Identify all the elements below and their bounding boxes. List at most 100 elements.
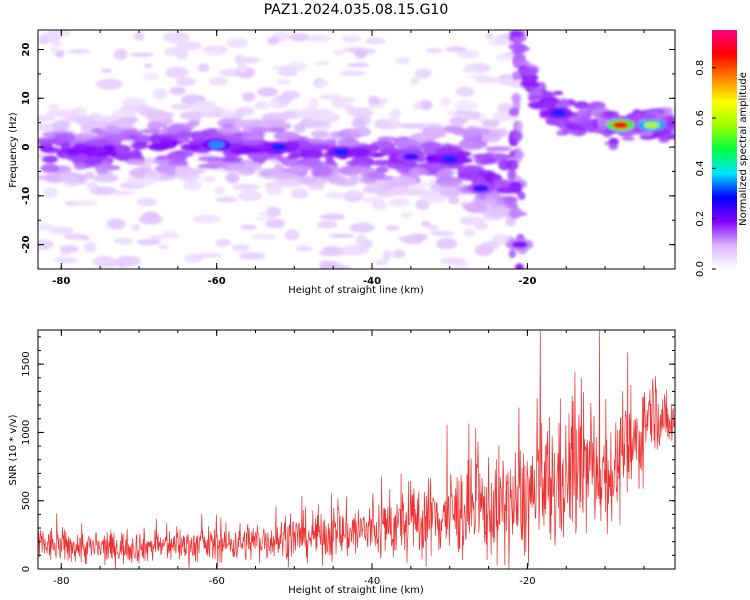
heatmap-cell <box>386 117 399 124</box>
spectrogram-frame <box>37 29 676 270</box>
heatmap-cell <box>240 224 258 230</box>
heatmap-cell <box>53 132 76 143</box>
heatmap-cell <box>306 120 331 127</box>
heatmap-cell <box>361 239 373 248</box>
spectrogram-y-axis-label: Frequency (Hz) <box>8 112 19 188</box>
heatmap-cell <box>469 74 491 79</box>
heatmap-cell <box>214 187 226 195</box>
heatmap-cell <box>101 68 113 73</box>
heatmap-cell <box>488 37 512 47</box>
heatmap-cell <box>97 150 118 156</box>
heatmap-cell <box>83 241 97 253</box>
y-tick-label: 1000 <box>21 420 32 445</box>
heatmap-cell <box>414 68 432 79</box>
heatmap-cell <box>39 32 62 43</box>
y-tick-label: -10 <box>21 187 32 205</box>
heatmap-cell <box>428 127 445 133</box>
heatmap-cell <box>574 101 589 109</box>
heatmap-cell <box>215 239 231 247</box>
heatmap-cell <box>350 107 374 119</box>
heatmap-cell <box>147 120 162 131</box>
colorbar-tick-label: 0.6 <box>695 110 706 126</box>
heatmap-cell <box>170 103 192 110</box>
heatmap-cell <box>176 77 196 87</box>
x-tick-label: -40 <box>363 276 381 287</box>
heatmap-cell <box>139 128 163 134</box>
heatmap-cell <box>269 103 289 109</box>
heatmap-cell <box>269 112 296 119</box>
heatmap-cell <box>73 163 88 170</box>
x-tick-label: -60 <box>208 276 226 287</box>
heatmap-cell <box>507 168 517 181</box>
colorbar-label: Normalized spectral amplitude <box>738 72 749 226</box>
y-tick-label: 500 <box>21 491 32 510</box>
heatmap-cell <box>49 226 74 235</box>
heatmap-cell <box>508 107 520 117</box>
heatmap-cell <box>147 143 173 150</box>
heatmap-cell <box>377 191 394 198</box>
heatmap-cell <box>452 129 480 136</box>
heatmap-cell <box>481 119 500 128</box>
heatmap-cell <box>578 120 593 127</box>
heatmap-cell <box>143 211 159 221</box>
heatmap-cell <box>104 133 131 142</box>
heatmap-cell <box>608 143 619 150</box>
heatmap-cell <box>401 212 412 218</box>
heatmap-cell <box>508 249 517 259</box>
heatmap-cell <box>427 224 439 231</box>
heatmap-cell <box>111 119 135 128</box>
heatmap-cell <box>67 49 91 54</box>
heatmap-cell <box>461 66 479 73</box>
heatmap-cell <box>133 32 145 41</box>
heatmap-cell <box>436 237 458 250</box>
heatmap-cell <box>229 148 249 155</box>
spectrogram-panel: -80 -60 -40 -20 -20 -10 0 10 20 Height of strai… <box>8 29 676 296</box>
heatmap-cell <box>277 180 304 187</box>
heatmap-cell <box>392 186 410 193</box>
heatmap-cell <box>86 181 98 191</box>
heatmap-cell <box>273 131 300 142</box>
heatmap-cell <box>459 216 485 226</box>
heatmap-cell <box>129 179 156 186</box>
heatmap-cell <box>369 104 386 109</box>
heatmap-cell <box>239 139 265 146</box>
heatmap-cell <box>509 207 521 219</box>
heatmap-cell <box>162 230 179 239</box>
snr-y-axis-label: SNR (10 * v/v) <box>8 414 19 485</box>
heatmap-cell <box>197 63 210 72</box>
spectrogram-y-ticks: -20 -10 0 10 20 <box>21 43 675 270</box>
heatmap-cell <box>621 136 636 141</box>
heatmap-cell <box>233 118 245 130</box>
heatmap-cell <box>612 121 629 129</box>
heatmap-cell <box>84 139 107 147</box>
heatmap-cell <box>237 62 248 74</box>
heatmap-cell <box>550 109 567 117</box>
heatmap-cell <box>254 216 277 221</box>
heatmap-cell <box>439 257 467 265</box>
heatmap-cell <box>83 145 98 154</box>
heatmap-cell <box>492 111 509 123</box>
heatmap-cell <box>168 160 189 167</box>
heatmap-cell <box>153 88 168 100</box>
heatmap-cell <box>515 120 524 132</box>
heatmap-cell <box>238 252 266 260</box>
heatmap-cell <box>455 86 475 97</box>
heatmap-cell <box>405 167 429 176</box>
heatmap-cell <box>38 239 54 250</box>
heatmap-cell <box>245 148 268 154</box>
heatmap-cell <box>465 111 482 120</box>
heatmap-cell <box>225 172 240 184</box>
heatmap-cell <box>597 118 610 127</box>
heatmap-cell <box>511 241 528 249</box>
heatmap-cell <box>472 185 489 192</box>
heatmap-cell <box>643 121 660 129</box>
heatmap-cell <box>193 214 221 224</box>
colorbar-tick-label: 0.4 <box>695 160 706 176</box>
heatmap-cell <box>197 163 219 169</box>
heatmap-cell <box>232 183 261 191</box>
heatmap-cell <box>392 249 406 259</box>
heatmap-cell <box>40 163 60 173</box>
heatmap-cell <box>48 103 60 111</box>
heatmap-cell <box>577 109 588 117</box>
heatmap-cell <box>474 244 494 256</box>
